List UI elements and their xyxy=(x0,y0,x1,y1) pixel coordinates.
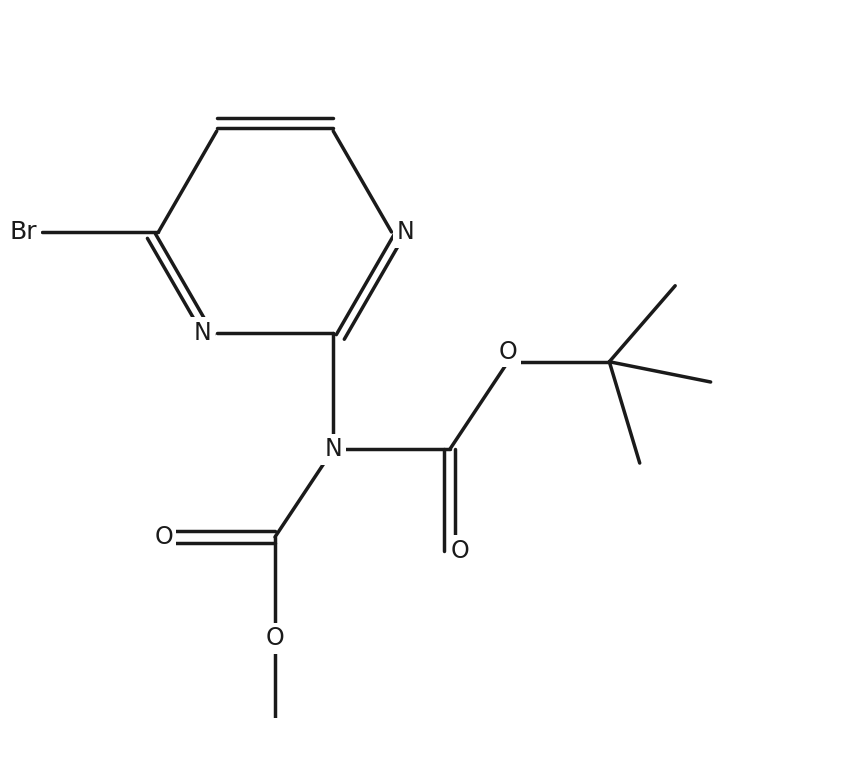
Text: O: O xyxy=(450,538,469,562)
Text: O: O xyxy=(154,525,173,549)
Text: N: N xyxy=(397,220,415,244)
Text: N: N xyxy=(324,437,342,461)
Text: O: O xyxy=(499,340,518,363)
Text: Br: Br xyxy=(10,220,37,244)
Text: N: N xyxy=(194,321,212,345)
Text: O: O xyxy=(265,626,284,650)
